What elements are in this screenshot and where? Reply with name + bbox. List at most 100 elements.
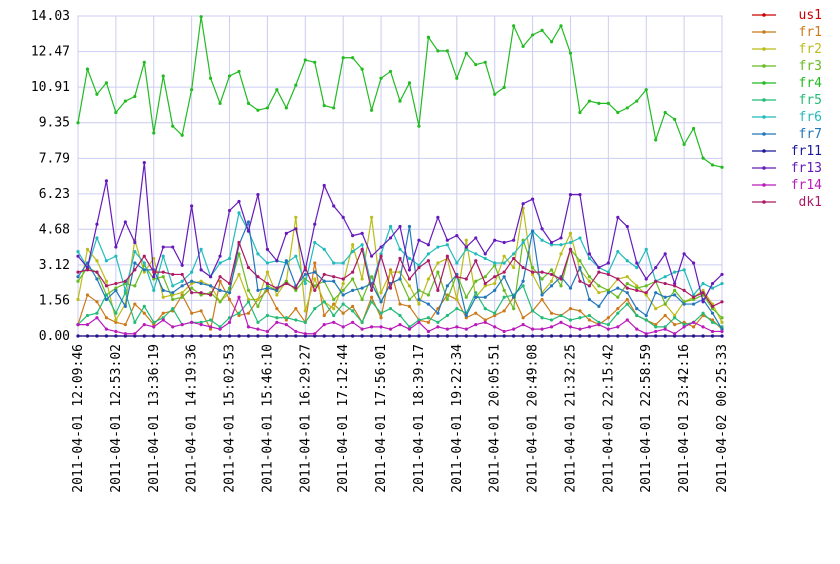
- data-point: [388, 236, 393, 240]
- data-point: [332, 313, 336, 318]
- data-point: [284, 279, 288, 283]
- data-point: [360, 231, 364, 235]
- data-point: [445, 254, 449, 258]
- data-point: [483, 295, 487, 299]
- data-point: [483, 256, 487, 261]
- data-point: [123, 322, 127, 327]
- data-point: [313, 60, 317, 64]
- data-point: [360, 67, 364, 71]
- data-point: [578, 309, 582, 313]
- data-point: [616, 334, 620, 338]
- data-point: [388, 286, 393, 290]
- data-point: [710, 329, 715, 334]
- data-point: [663, 302, 667, 306]
- data-point: [142, 311, 146, 315]
- data-point: [76, 322, 80, 327]
- data-point: [663, 325, 667, 329]
- data-point: [540, 293, 544, 297]
- data-point: [682, 142, 686, 147]
- data-point: [663, 252, 667, 256]
- data-point: [341, 325, 345, 329]
- legend-dot: [762, 81, 766, 85]
- data-point: [530, 272, 535, 277]
- data-point: [256, 252, 260, 256]
- data-point: [190, 311, 194, 315]
- series: [76, 240, 724, 308]
- legend-dot: [762, 64, 766, 68]
- data-point: [322, 247, 326, 251]
- data-point: [275, 286, 279, 290]
- data-point: [398, 334, 402, 338]
- data-point: [710, 307, 715, 311]
- data-point: [256, 304, 260, 308]
- data-point: [493, 334, 497, 338]
- data-point: [199, 309, 203, 313]
- data-point: [133, 334, 137, 338]
- data-point: [502, 329, 506, 334]
- data-point: [190, 291, 194, 295]
- data-point: [587, 252, 592, 256]
- data-point: [559, 277, 563, 281]
- data-point: [417, 318, 421, 322]
- data-point: [104, 279, 109, 283]
- data-point: [720, 272, 724, 277]
- y-tick-label: 1.56: [39, 293, 70, 308]
- data-point: [133, 302, 137, 306]
- data-point: [369, 295, 374, 299]
- data-point: [218, 300, 222, 304]
- data-point: [654, 322, 658, 327]
- y-tick-label: 3.12: [39, 258, 70, 273]
- data-point: [256, 288, 260, 292]
- data-point: [549, 268, 554, 272]
- data-point: [625, 291, 629, 295]
- data-point: [76, 121, 80, 125]
- data-point: [625, 286, 629, 290]
- x-tick-label: 2011-04-01 22:15:42: [601, 344, 616, 493]
- data-point: [199, 268, 203, 272]
- data-point: [284, 259, 288, 263]
- data-point: [720, 320, 724, 324]
- data-point: [199, 15, 203, 19]
- data-point: [644, 293, 648, 297]
- data-point: [85, 247, 90, 251]
- data-point: [246, 229, 251, 233]
- data-point: [265, 106, 270, 110]
- data-point: [701, 288, 705, 292]
- data-point: [549, 40, 554, 44]
- data-point: [104, 179, 109, 183]
- data-point: [559, 252, 563, 256]
- data-point: [720, 327, 724, 331]
- x-tick-label: 2011-04-01 21:32:25: [563, 344, 578, 493]
- data-point: [635, 288, 639, 292]
- data-point: [483, 320, 487, 324]
- data-point: [710, 311, 715, 315]
- data-point: [303, 334, 307, 338]
- data-point: [464, 238, 468, 242]
- data-point: [379, 300, 383, 304]
- data-point: [417, 334, 421, 338]
- data-point: [464, 327, 468, 331]
- data-point: [436, 325, 440, 329]
- data-point: [351, 243, 355, 247]
- data-point: [587, 256, 592, 261]
- data-point: [512, 252, 516, 256]
- data-point: [161, 334, 165, 338]
- data-point: [95, 92, 99, 96]
- series: [76, 161, 724, 304]
- series-line: [77, 240, 723, 308]
- data-point: [114, 329, 118, 334]
- data-point: [284, 281, 288, 286]
- data-point: [256, 275, 260, 279]
- data-point: [142, 270, 146, 274]
- data-point: [180, 272, 184, 277]
- x-tick-label: 2011-04-01 13:36:19: [147, 344, 162, 493]
- data-point: [398, 277, 402, 281]
- data-point: [597, 101, 601, 105]
- data-point: [227, 320, 232, 324]
- data-point: [104, 334, 109, 338]
- data-point: [161, 254, 165, 258]
- data-point: [521, 334, 525, 338]
- data-point: [720, 165, 724, 169]
- data-point: [114, 245, 118, 249]
- data-point: [474, 291, 478, 295]
